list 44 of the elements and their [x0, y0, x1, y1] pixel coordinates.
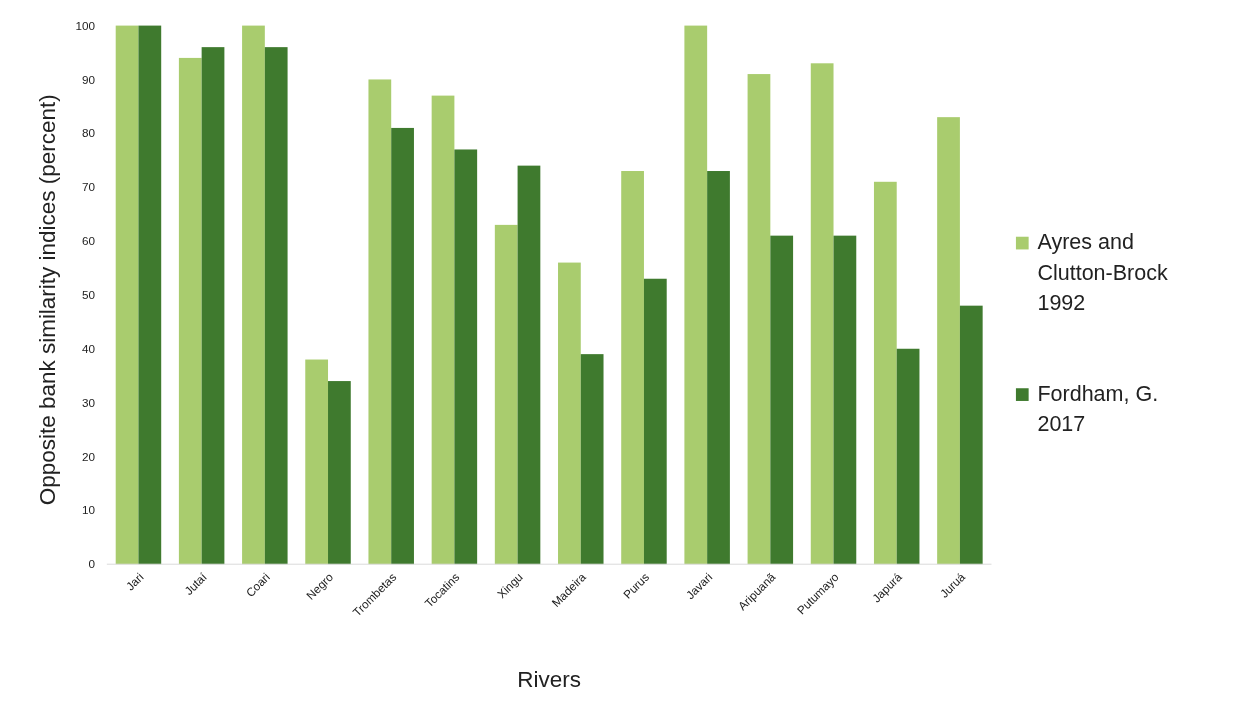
bar [517, 165, 541, 565]
bar [454, 149, 478, 565]
bar [242, 25, 265, 565]
y-tick-label: 50 [82, 288, 96, 301]
bar [328, 381, 351, 565]
legend-label: Ayres and Clutton-Brock 1992 [1037, 230, 1168, 316]
y-tick-label: 70 [82, 180, 96, 194]
x-tick-label: Jari [123, 570, 146, 593]
y-tick-label: 100 [75, 18, 96, 32]
y-axis-title: Opposite bank similarity indices (percent) [35, 94, 61, 506]
bar [201, 47, 225, 565]
bar [305, 359, 329, 565]
y-tick-label: 90 [82, 72, 96, 86]
bar [770, 235, 794, 565]
bar [896, 348, 920, 565]
bar [873, 181, 897, 565]
bar [707, 171, 730, 565]
y-tick-label: 20 [82, 449, 96, 463]
bar [937, 117, 960, 565]
bar [368, 79, 392, 565]
y-tick-label: 0 [88, 557, 96, 571]
x-axis-title: Rivers [517, 667, 582, 693]
bar [580, 354, 604, 565]
bar [391, 127, 414, 565]
bar [747, 74, 771, 565]
bar [558, 262, 581, 565]
legend-label: Fordham, G. 2017 [1037, 381, 1159, 437]
bar [178, 57, 202, 565]
bar [959, 305, 983, 565]
y-tick-label: 80 [82, 126, 96, 140]
bar [643, 278, 667, 565]
y-tick-label: 60 [82, 234, 96, 248]
bar [833, 235, 857, 565]
y-tick-label: 10 [82, 503, 96, 517]
bar [138, 25, 162, 565]
bar [810, 63, 834, 565]
bar [431, 95, 455, 565]
bar [115, 25, 139, 565]
bar [621, 171, 644, 565]
bar [494, 224, 518, 565]
bar [264, 47, 288, 565]
y-tick-label: 30 [82, 395, 96, 409]
bar [684, 25, 708, 565]
y-tick-label: 40 [82, 341, 96, 355]
